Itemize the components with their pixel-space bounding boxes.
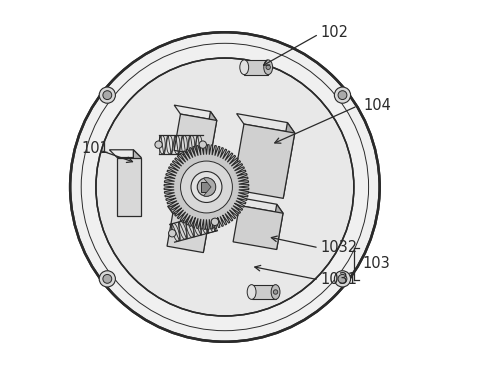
- Polygon shape: [170, 213, 217, 242]
- Polygon shape: [117, 157, 141, 217]
- Text: 104: 104: [363, 98, 391, 113]
- Circle shape: [180, 161, 232, 213]
- Polygon shape: [233, 206, 283, 249]
- Circle shape: [334, 87, 351, 103]
- Polygon shape: [167, 206, 209, 220]
- Circle shape: [168, 230, 176, 237]
- Polygon shape: [109, 150, 141, 157]
- Ellipse shape: [247, 285, 256, 299]
- Polygon shape: [244, 60, 268, 75]
- Circle shape: [338, 275, 347, 283]
- Text: 1031: 1031: [321, 272, 358, 287]
- Circle shape: [103, 91, 112, 99]
- Polygon shape: [202, 182, 211, 192]
- Circle shape: [334, 271, 351, 287]
- Circle shape: [266, 65, 270, 70]
- Polygon shape: [204, 178, 216, 196]
- Circle shape: [191, 172, 222, 202]
- Text: 103: 103: [362, 256, 390, 271]
- Text: 101: 101: [81, 141, 109, 156]
- Circle shape: [197, 178, 216, 196]
- Polygon shape: [164, 145, 249, 229]
- Circle shape: [338, 91, 347, 99]
- Polygon shape: [233, 197, 283, 213]
- Polygon shape: [174, 105, 217, 120]
- Polygon shape: [232, 124, 295, 198]
- Ellipse shape: [264, 60, 273, 75]
- Text: 1032: 1032: [321, 240, 358, 255]
- Polygon shape: [251, 285, 276, 299]
- Polygon shape: [204, 111, 217, 157]
- Circle shape: [70, 32, 380, 342]
- Polygon shape: [198, 212, 209, 252]
- Ellipse shape: [240, 60, 248, 75]
- Circle shape: [99, 271, 116, 287]
- Polygon shape: [237, 114, 295, 133]
- Circle shape: [199, 141, 206, 148]
- Circle shape: [103, 275, 112, 283]
- Polygon shape: [270, 204, 283, 249]
- Ellipse shape: [271, 285, 280, 299]
- Circle shape: [155, 141, 162, 148]
- Polygon shape: [167, 214, 209, 252]
- Circle shape: [211, 218, 219, 226]
- Circle shape: [273, 290, 278, 294]
- Circle shape: [99, 87, 116, 103]
- Polygon shape: [276, 123, 295, 198]
- Text: 102: 102: [321, 25, 349, 40]
- Polygon shape: [159, 135, 203, 154]
- Polygon shape: [133, 150, 141, 217]
- Polygon shape: [174, 114, 217, 157]
- Circle shape: [96, 58, 354, 316]
